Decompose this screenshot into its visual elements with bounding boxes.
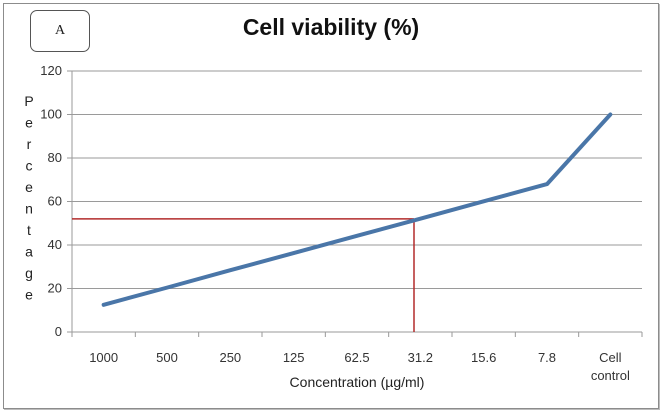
x-tick-label: 500 [156, 350, 178, 365]
x-tick-label: 15.6 [471, 350, 496, 365]
y-ticks: 0 20 40 60 80 100 120 [40, 63, 72, 339]
x-ticks: 1000 500 250 125 62.5 31.2 15.6 7.8 Cell control [71, 332, 643, 383]
y-axis-title-letter: e [25, 115, 33, 131]
x-tick-label: Cell [599, 350, 622, 365]
x-tick-label: 31.2 [408, 350, 433, 365]
annotations [72, 218, 415, 332]
x-axis-title: Concentration (µg/ml) [290, 374, 425, 390]
x-tick-label: 250 [219, 350, 241, 365]
series-line [101, 112, 613, 307]
x-tick-label: 125 [283, 350, 305, 365]
y-axis-title-letter: e [25, 179, 33, 195]
y-axis-title-letter: t [27, 222, 31, 238]
x-tick-label: control [591, 368, 630, 383]
x-tick-label: 7.8 [538, 350, 556, 365]
y-tick-label: 60 [48, 194, 62, 209]
y-tick-label: 100 [40, 107, 62, 122]
panel-label: A [30, 10, 90, 52]
y-tick-label: 80 [48, 150, 62, 165]
y-axis-title-letter: a [25, 244, 33, 260]
y-axis-title-letter: c [26, 158, 33, 174]
gridlines [72, 70, 642, 289]
chart-title: Cell viability (%) [242, 14, 420, 40]
x-tick-label: 62.5 [344, 350, 369, 365]
series [101, 112, 613, 307]
y-axis-title-letter: e [25, 287, 33, 303]
x-tick-label: 1000 [89, 350, 118, 365]
y-tick-label: 20 [48, 281, 62, 296]
y-tick-label: 120 [40, 63, 62, 78]
y-tick-label: 0 [55, 324, 62, 339]
y-axis-title-letter: P [24, 93, 33, 109]
y-axis-title-letter: r [27, 136, 32, 152]
y-axis-title-letter: g [25, 265, 33, 281]
y-tick-label: 40 [48, 237, 62, 252]
y-axis-title-letter: n [25, 201, 33, 217]
